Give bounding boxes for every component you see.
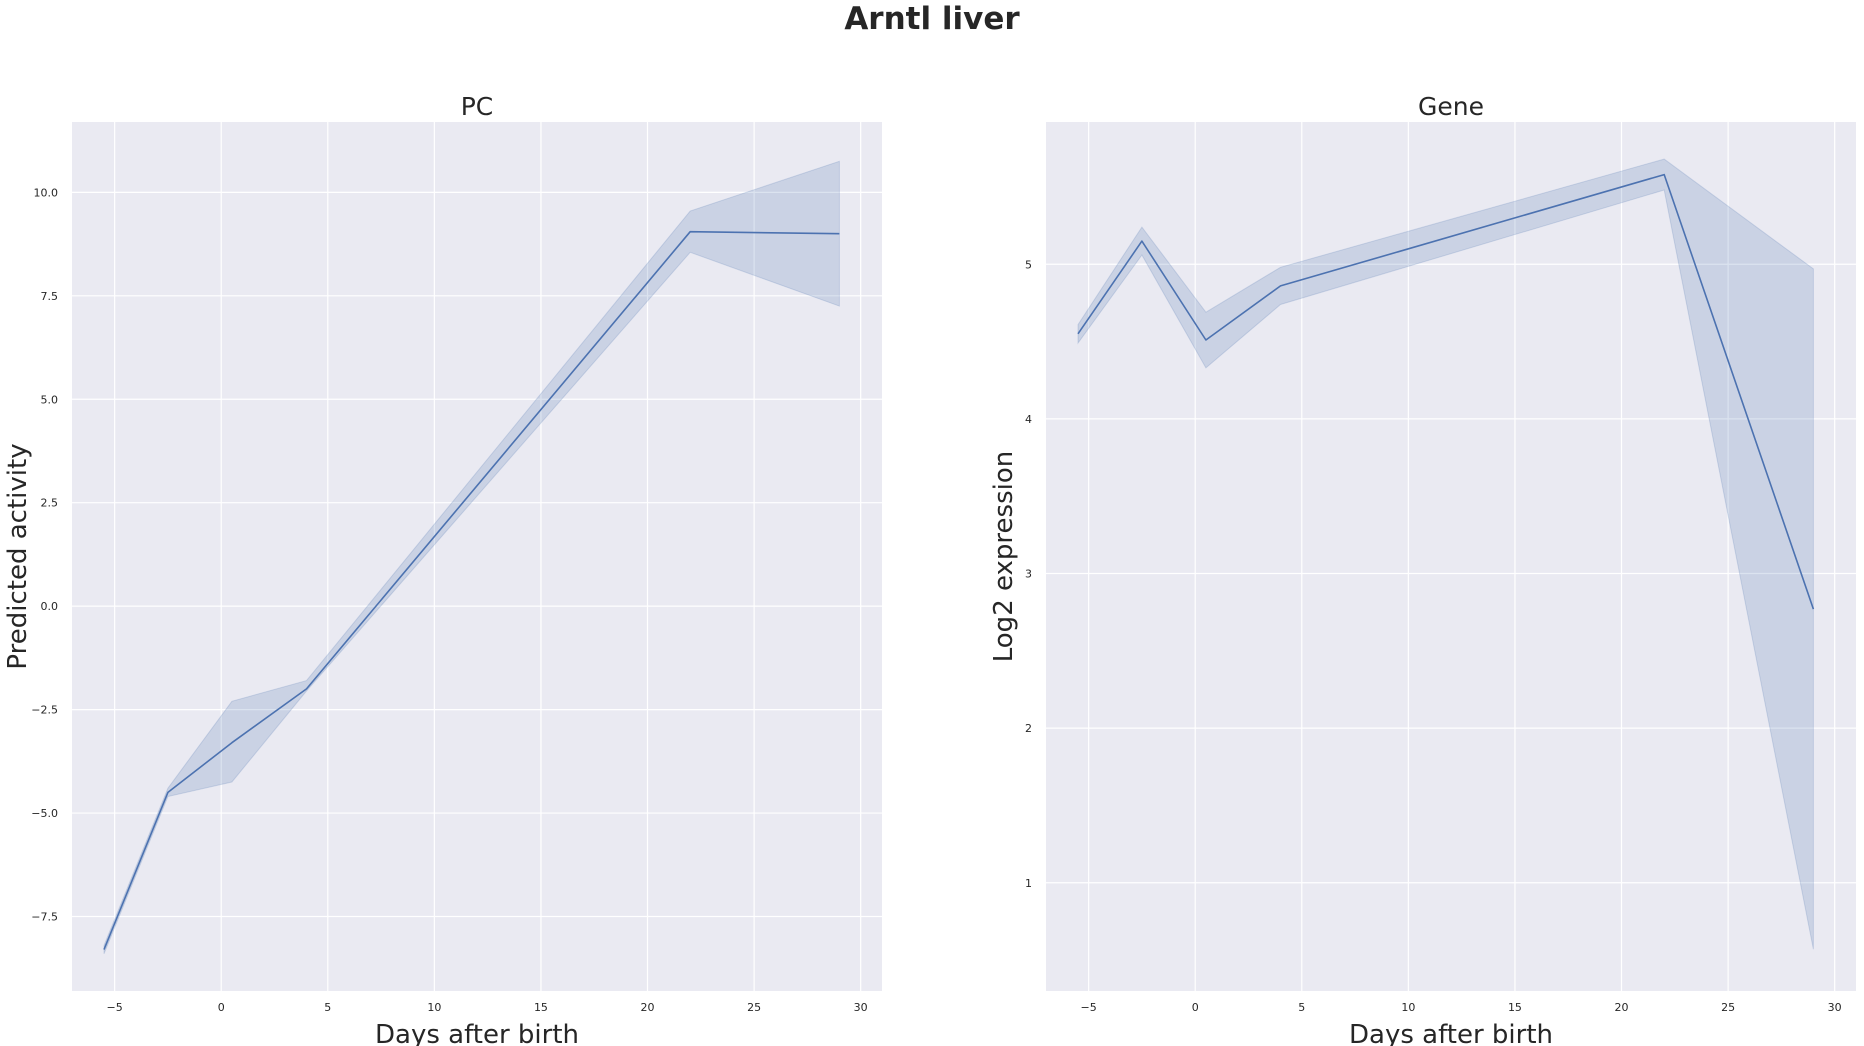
x-tick-label: 10 <box>1401 1001 1415 1014</box>
y-tick-label: 1 <box>1025 877 1032 890</box>
x-tick-label: 15 <box>1508 1001 1522 1014</box>
series-line <box>103 230 840 950</box>
panel-title: PC <box>461 92 494 121</box>
y-tick-label: −2.5 <box>31 704 58 717</box>
figure-title: Arntl liver <box>844 1 1020 37</box>
x-tick-label: −5 <box>107 1001 123 1014</box>
plot-area <box>72 122 882 991</box>
y-axis-label: Log2 expression <box>989 451 1019 663</box>
confidence-band <box>103 160 840 954</box>
x-axis-label: Days after birth <box>375 1020 579 1046</box>
series-line <box>1077 173 1815 610</box>
y-tick-label: −7.5 <box>31 911 58 924</box>
y-tick-label: 7.5 <box>41 290 59 303</box>
y-tick-label: 4 <box>1025 413 1032 426</box>
x-tick-label: 30 <box>854 1001 868 1014</box>
x-tick-label: 25 <box>1721 1001 1735 1014</box>
series-1 <box>1077 158 1815 950</box>
y-tick-label: 0.0 <box>41 600 59 613</box>
gridlines <box>1046 122 1856 991</box>
gridlines <box>72 122 882 991</box>
y-tick-label: 2.5 <box>41 497 59 510</box>
confidence-band <box>1077 158 1814 950</box>
series-1 <box>103 160 840 954</box>
y-tick-label: −5.0 <box>31 807 58 820</box>
y-tick-label: 5 <box>1025 258 1032 271</box>
y-tick-label: 3 <box>1025 568 1032 581</box>
x-tick-label: 30 <box>1828 1001 1842 1014</box>
x-tick-label: 10 <box>427 1001 441 1014</box>
x-tick-label: 5 <box>324 1001 331 1014</box>
x-tick-label: 0 <box>218 1001 225 1014</box>
x-tick-label: −5 <box>1081 1001 1097 1014</box>
y-tick-label: 2 <box>1025 722 1032 735</box>
x-axis-label: Days after birth <box>1349 1020 1553 1046</box>
y-tick-label: 10.0 <box>34 186 59 199</box>
chart-panel-1: −5 0 5 10 15 20 25 30 −7.5 −5.0 −2.5 0.0 2.5 5.0 7.5 10… <box>3 92 882 1046</box>
y-axis-label: Predicted activity <box>3 443 33 669</box>
x-tick-label: 0 <box>1192 1001 1199 1014</box>
panel-title: Gene <box>1418 92 1484 121</box>
y-tick-label: 5.0 <box>41 393 59 406</box>
x-tick-label: 25 <box>747 1001 761 1014</box>
x-tick-label: 20 <box>641 1001 655 1014</box>
x-tick-label: 5 <box>1298 1001 1305 1014</box>
x-tick-label: 15 <box>534 1001 548 1014</box>
plot-area <box>1046 122 1856 991</box>
chart-panel-2: −5 0 5 10 15 20 25 30 1 2 3 4 5 Gene Days after birth L… <box>989 92 1856 1046</box>
panels: −5 0 5 10 15 20 25 30−7.5−5.0−2.50.02.55.07.510… <box>3 92 1856 1046</box>
x-tick-label: 20 <box>1615 1001 1629 1014</box>
